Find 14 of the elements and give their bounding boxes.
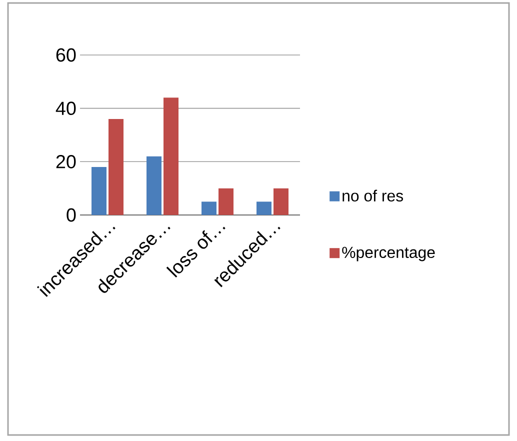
bar [108,118,124,215]
y-tick-label: 40 [56,102,76,116]
bar [164,98,178,215]
legend-label: %percentage [342,246,435,262]
y-tick-label: 60 [56,48,76,62]
bar [218,188,234,215]
bar [256,202,272,215]
bar [92,166,107,215]
bar [146,156,162,215]
y-tick-label: 20 [56,154,76,168]
y-tick-label: 0 [66,208,76,222]
legend-label: no of res [342,190,404,202]
bar [202,202,217,215]
bar [274,188,288,215]
